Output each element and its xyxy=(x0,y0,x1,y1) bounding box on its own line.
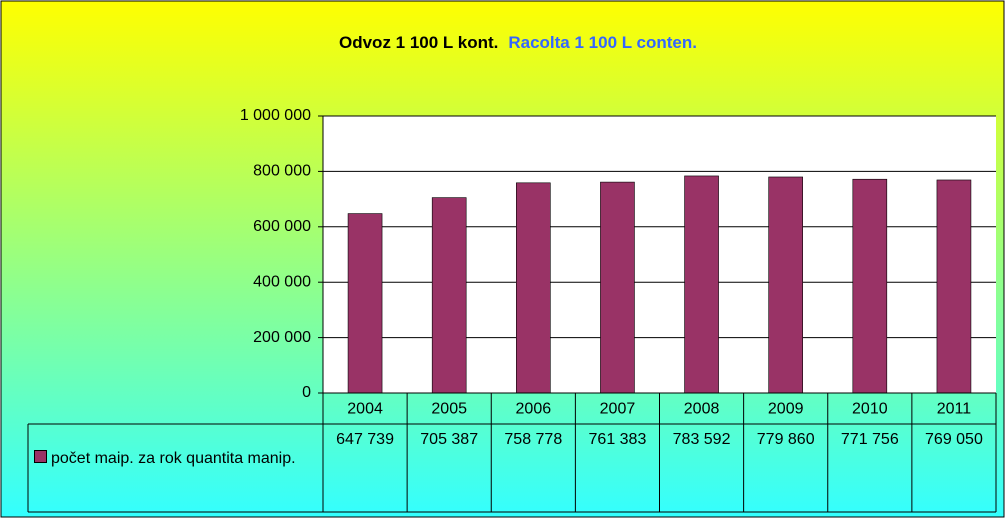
data-table-value: 779 860 xyxy=(757,431,815,448)
bar xyxy=(768,176,803,394)
legend-swatch xyxy=(34,450,47,463)
y-tick-label: 400 000 xyxy=(253,273,311,290)
y-tick-label: 0 xyxy=(302,384,311,401)
data-table-value: 647 739 xyxy=(336,431,394,448)
x-tick-label: 2010 xyxy=(852,401,888,418)
x-tick-label: 2011 xyxy=(937,401,972,418)
x-tick-label: 2008 xyxy=(684,401,720,418)
title-part: Racolta 1 100 L conten. xyxy=(508,33,697,52)
data-table-value: 783 592 xyxy=(673,431,731,448)
data-table-value: 771 756 xyxy=(841,431,899,448)
bar xyxy=(936,179,972,394)
bar xyxy=(347,213,383,394)
plot-area xyxy=(323,116,996,393)
x-tick-label: 2006 xyxy=(516,401,552,418)
bar xyxy=(431,197,467,394)
bar xyxy=(600,181,635,394)
bar xyxy=(684,175,719,394)
data-table-value: 769 050 xyxy=(925,431,983,448)
y-tick-label: 600 000 xyxy=(253,218,311,235)
legend-label: počet maip. za rok quantita manip. xyxy=(51,450,296,467)
data-table-value: 758 778 xyxy=(504,431,562,448)
legend: počet maip. za rok quantita manip. xyxy=(34,447,324,471)
data-table-value: 705 387 xyxy=(420,431,478,448)
data-table-value: 761 383 xyxy=(589,431,647,448)
y-tick-label: 800 000 xyxy=(253,163,311,180)
y-tick-label: 1 000 000 xyxy=(240,107,311,124)
bar xyxy=(516,182,551,394)
chart-title: Odvoz 1 100 L kont. Racolta 1 100 L conte… xyxy=(339,33,697,52)
y-tick-label: 200 000 xyxy=(253,329,311,346)
title-part: Odvoz 1 100 L kont. xyxy=(339,33,498,52)
x-tick-label: 2009 xyxy=(768,401,804,418)
x-tick-label: 2005 xyxy=(431,401,467,418)
x-tick-label: 2007 xyxy=(600,401,636,418)
x-tick-label: 2004 xyxy=(347,401,383,418)
bar xyxy=(852,178,888,394)
